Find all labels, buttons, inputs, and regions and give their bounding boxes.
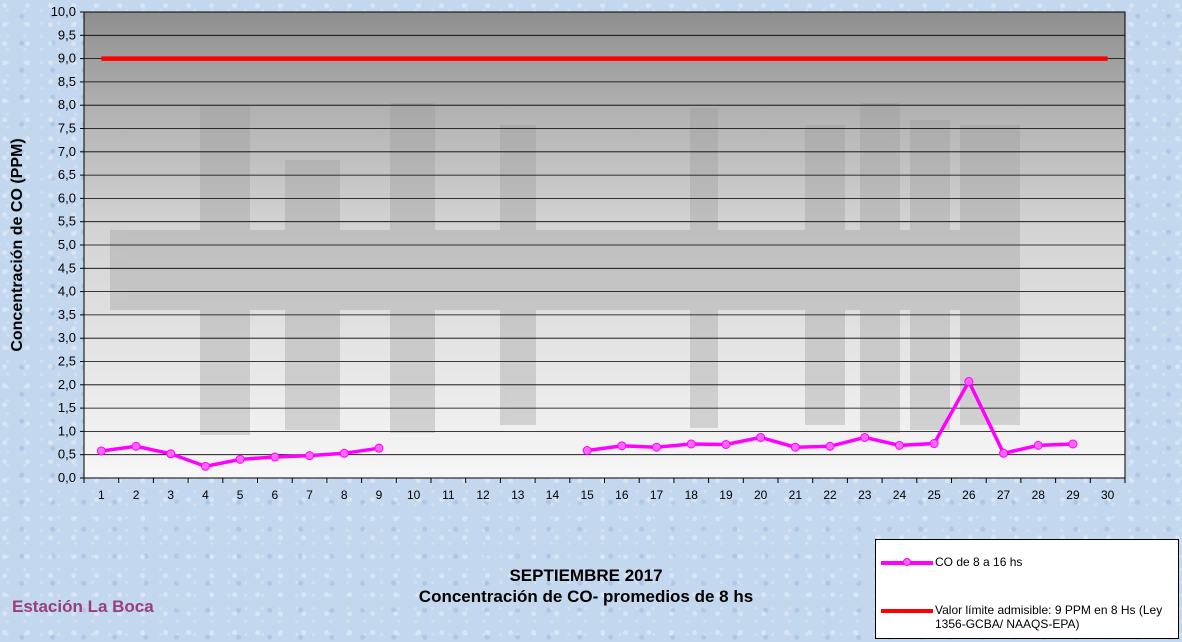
x-tick-label: 5 xyxy=(237,488,244,502)
x-tick-label: 29 xyxy=(1066,488,1080,502)
co-data-point xyxy=(790,442,800,452)
x-tick-label: 16 xyxy=(615,488,629,502)
co-data-point xyxy=(305,451,315,461)
chart-titles: SEPTIEMBRE 2017 Concentración de CO- pro… xyxy=(419,565,753,607)
y-tick-label: 7,5 xyxy=(58,121,76,136)
y-tick-label: 7,0 xyxy=(58,144,76,159)
y-tick-label: 4,0 xyxy=(58,284,76,299)
y-tick-label: 10,0 xyxy=(51,4,76,19)
x-tick-label: 28 xyxy=(1032,488,1046,502)
legend-marker-co xyxy=(903,558,911,566)
x-tick-label: 22 xyxy=(823,488,837,502)
y-tick-label: 9,5 xyxy=(58,27,76,42)
x-tick-label: 25 xyxy=(927,488,941,502)
x-tick-label: 12 xyxy=(476,488,490,502)
y-tick-label: 8,5 xyxy=(58,74,76,89)
x-tick-label: 20 xyxy=(754,488,768,502)
x-tick-label: 2 xyxy=(133,488,140,502)
y-tick-label: 2,0 xyxy=(58,377,76,392)
x-tick-label: 10 xyxy=(407,488,421,502)
x-tick-label: 6 xyxy=(272,488,279,502)
co-data-point xyxy=(131,441,141,451)
co-data-point xyxy=(270,452,280,462)
x-tick-label: 21 xyxy=(789,488,803,502)
x-tick-label: 7 xyxy=(306,488,313,502)
y-tick-label: 6,5 xyxy=(58,167,76,182)
y-tick-label: 8,0 xyxy=(58,97,76,112)
co-data-point xyxy=(200,461,210,471)
x-tick-label: 26 xyxy=(962,488,976,502)
y-tick-label: 5,0 xyxy=(58,237,76,252)
grid xyxy=(84,34,1125,456)
legend: CO de 8 a 16 hs Valor límite admisible: … xyxy=(875,539,1179,639)
co-data-point xyxy=(721,439,731,449)
y-axis-label: Concentración de CO (PPM) xyxy=(9,138,26,352)
y-tick-label: 1,0 xyxy=(58,423,76,438)
station-label: Estación La Boca xyxy=(12,597,154,616)
y-tick-label: 1,5 xyxy=(58,400,76,415)
co-data-point xyxy=(166,449,176,459)
x-axis-ticks: 1 2 3 4 5 6 7 8 9 10 11 12 13 14 15 16 17 18 19 20 21 22 23 24 2… xyxy=(83,478,1126,502)
co-data-point xyxy=(1068,439,1078,449)
co-data-point xyxy=(929,439,939,449)
x-tick-label: 24 xyxy=(893,488,907,502)
x-tick-label: 30 xyxy=(1101,488,1115,502)
x-tick-label: 1 xyxy=(98,488,105,502)
y-tick-label: 3,5 xyxy=(58,307,76,322)
x-tick-label: 14 xyxy=(546,488,560,502)
co-data-point xyxy=(339,448,349,458)
chart-title: SEPTIEMBRE 2017 xyxy=(509,566,663,585)
y-tick-label: 0,0 xyxy=(58,470,76,485)
chart-subtitle: Concentración de CO- promedios de 8 hs xyxy=(418,587,754,606)
co-data-point xyxy=(825,441,835,451)
x-tick-label: 4 xyxy=(202,488,209,502)
x-tick-label: 3 xyxy=(167,488,174,502)
legend-item-limit: Valor límite admisible: 9 PPM en 8 Hs (L… xyxy=(881,603,1180,631)
co-data-point xyxy=(96,446,106,456)
co-data-point xyxy=(756,432,766,442)
x-tick-label: 18 xyxy=(685,488,699,502)
legend-swatch-co xyxy=(881,558,933,566)
series-layer xyxy=(96,56,1108,471)
y-tick-label: 5,5 xyxy=(58,214,76,229)
x-tick-label: 8 xyxy=(341,488,348,502)
x-tick-label: 9 xyxy=(376,488,383,502)
co-data-point xyxy=(894,440,904,450)
x-tick-label: 23 xyxy=(858,488,872,502)
x-tick-label: 27 xyxy=(997,488,1011,502)
y-tick-label: 2,5 xyxy=(58,354,76,369)
x-tick-label: 17 xyxy=(650,488,664,502)
co-data-point xyxy=(652,442,662,452)
x-tick-label: 15 xyxy=(580,488,594,502)
legend-label-co: CO de 8 a 16 hs xyxy=(935,555,1023,569)
co-data-point xyxy=(860,432,870,442)
x-tick-label: 19 xyxy=(719,488,733,502)
y-tick-label: 6,0 xyxy=(58,190,76,205)
y-axis-ticks: 0,0 0,5 1,0 1,5 2,0 2,5 3,0 3,5 4,0 4,5 5,0 5,5 6,0 6… xyxy=(51,4,84,485)
y-tick-label: 9,0 xyxy=(58,51,76,66)
legend-swatch-limit xyxy=(881,609,933,613)
co-data-point xyxy=(964,377,974,387)
x-tick-label: 13 xyxy=(511,488,525,502)
y-tick-label: 3,0 xyxy=(58,330,76,345)
co-data-point xyxy=(235,454,245,464)
co-data-point xyxy=(617,441,627,451)
co-data-point xyxy=(999,448,1009,458)
y-tick-label: 4,5 xyxy=(58,260,76,275)
co-data-point xyxy=(1033,440,1043,450)
co-data-point xyxy=(374,443,384,453)
co-data-point xyxy=(686,439,696,449)
legend-label-limit: Valor límite admisible: 9 PPM en 8 Hs (L… xyxy=(935,603,1163,631)
y-tick-label: 0,5 xyxy=(58,447,76,462)
legend-item-co: CO de 8 a 16 hs xyxy=(881,555,1180,569)
x-tick-label: 11 xyxy=(442,488,455,502)
co-data-point xyxy=(582,446,592,456)
